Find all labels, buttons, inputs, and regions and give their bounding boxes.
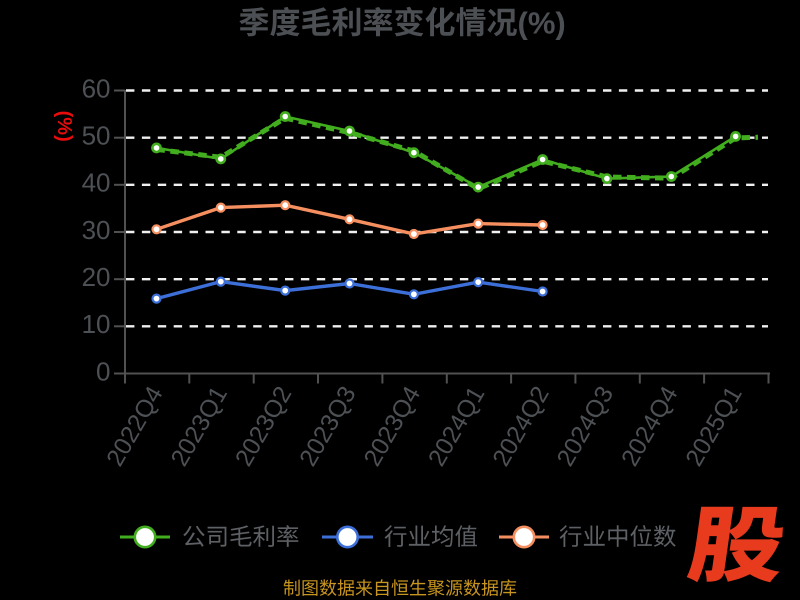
svg-text:60: 60 <box>82 73 111 103</box>
svg-text:10: 10 <box>82 309 111 339</box>
svg-text:20: 20 <box>82 262 111 292</box>
svg-text:(%): (%) <box>53 111 75 142</box>
svg-text:(%): (%) <box>518 6 566 41</box>
svg-text:40: 40 <box>82 168 111 198</box>
svg-text:30: 30 <box>82 215 111 245</box>
svg-text:0: 0 <box>96 356 110 386</box>
svg-text:50: 50 <box>82 121 111 151</box>
